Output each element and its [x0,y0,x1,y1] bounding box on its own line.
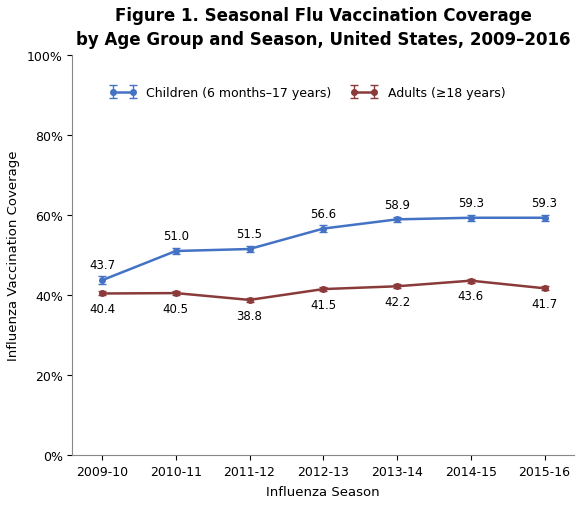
Text: 42.2: 42.2 [384,295,410,309]
Text: 43.7: 43.7 [89,259,115,272]
Text: 56.6: 56.6 [310,208,336,220]
Text: 58.9: 58.9 [384,198,410,211]
Text: 38.8: 38.8 [236,309,263,322]
Legend: Children (6 months–17 years), Adults (≥18 years): Children (6 months–17 years), Adults (≥1… [104,82,511,105]
Text: 40.5: 40.5 [163,302,189,315]
Text: 40.4: 40.4 [89,302,115,316]
Y-axis label: Influenza Vaccination Coverage: Influenza Vaccination Coverage [7,150,20,361]
Text: 59.3: 59.3 [532,196,558,210]
Text: 43.6: 43.6 [458,290,484,303]
X-axis label: Influenza Season: Influenza Season [267,485,380,498]
Text: 59.3: 59.3 [458,196,484,210]
Title: Figure 1. Seasonal Flu Vaccination Coverage
by Age Group and Season, United Stat: Figure 1. Seasonal Flu Vaccination Cover… [76,7,571,48]
Text: 41.7: 41.7 [532,297,558,311]
Text: 51.0: 51.0 [163,230,189,243]
Text: 41.5: 41.5 [310,298,336,311]
Text: 51.5: 51.5 [236,228,263,241]
